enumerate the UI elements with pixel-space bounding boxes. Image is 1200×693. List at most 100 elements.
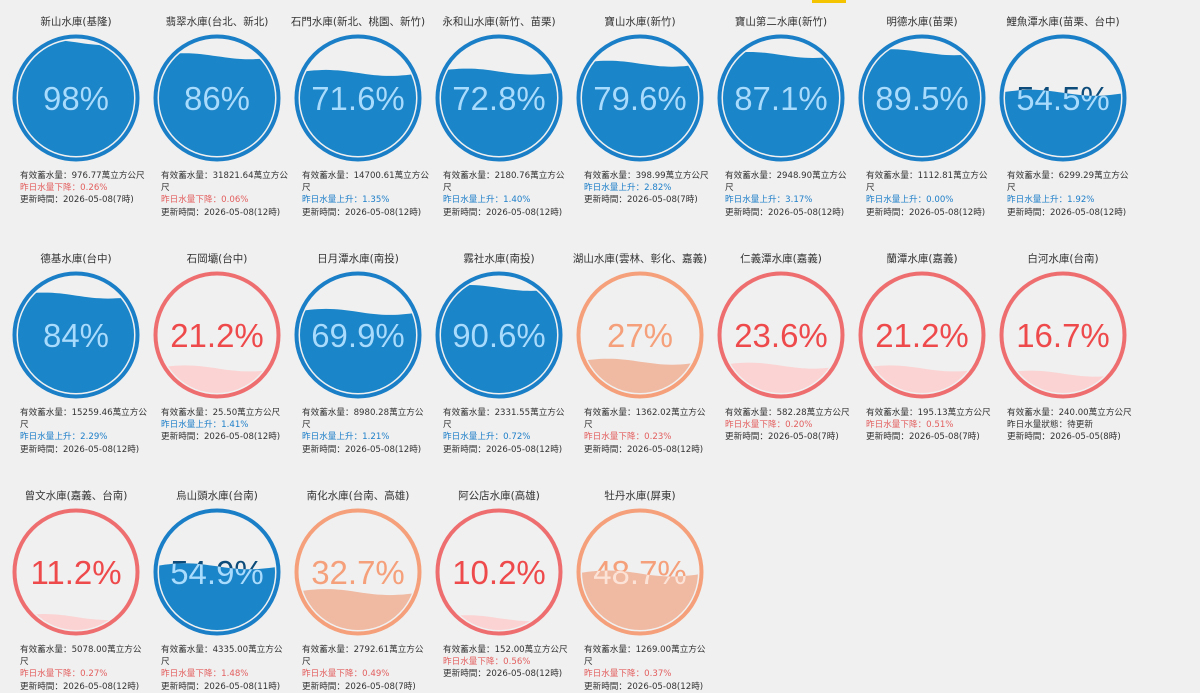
daily-change: 昨日水量上升：0.72% xyxy=(443,432,531,443)
percent-label: 11.2% xyxy=(30,554,121,591)
gauge-ring xyxy=(294,508,422,636)
water-fill xyxy=(300,308,416,393)
water-fill xyxy=(18,292,134,393)
reservoir-info: 有效蓄水量：6299.29萬立方公尺 昨日水量上升：1.92% 更新時間：2026-… xyxy=(1007,170,1135,219)
update-time: 更新時間：2026-05-08(12時) xyxy=(443,669,563,680)
update-time: 更新時間：2026-05-08(7時) xyxy=(584,195,698,206)
update-time: 更新時間：2026-05-05(8時) xyxy=(1007,432,1121,443)
reservoir-name: 翡翠水庫(台北、新北) xyxy=(165,16,269,28)
percent-label: 48.7% xyxy=(593,554,687,591)
water-level-gauge: 11.2%11.2% xyxy=(12,508,140,636)
water-fill xyxy=(864,49,980,156)
percent-label-overlay: 86% xyxy=(184,80,250,117)
effective-storage: 有效蓄水量：2792.61萬立方公尺 xyxy=(302,645,424,668)
update-time: 更新時間：2026-05-08(12時) xyxy=(302,444,422,455)
gauge-ring xyxy=(576,34,704,162)
percent-label: 54.9% xyxy=(170,554,264,591)
water-level-gauge: 86%86% xyxy=(153,34,281,162)
update-time: 更新時間：2026-05-08(7時) xyxy=(866,432,980,443)
reservoir-info: 有效蓄水量：240.00萬立方公尺 昨日水量狀態：待更新 更新時間：2026-05-… xyxy=(1007,407,1135,444)
reservoir-info: 有效蓄水量：15259.46萬立方公尺 昨日水量上升：2.29% 更新時間：2026… xyxy=(20,407,148,456)
percent-label-overlay: 98% xyxy=(43,80,109,117)
gauge-ring xyxy=(999,271,1127,399)
reservoir-info: 有效蓄水量：4335.00萬立方公尺 昨日水量下降：1.48% 更新時間：2026-… xyxy=(161,644,289,693)
water-level-gauge: 32.7%32.7% xyxy=(294,508,422,636)
effective-storage: 有效蓄水量：31821.64萬立方公尺 xyxy=(161,171,288,194)
water-fill xyxy=(723,362,839,393)
reservoir-name: 牡丹水庫(屏東) xyxy=(604,490,676,502)
percent-label: 98% xyxy=(43,80,109,117)
reservoir-name: 仁義潭水庫(嘉義) xyxy=(740,253,822,265)
reservoir-name: 石門水庫(新北、桃園、新竹) xyxy=(290,16,426,28)
percent-label: 23.6% xyxy=(734,317,828,354)
reservoir-name: 南化水庫(台南、高雄) xyxy=(306,490,410,502)
effective-storage: 有效蓄水量：15259.46萬立方公尺 xyxy=(20,408,147,431)
update-time: 更新時間：2026-05-08(11時) xyxy=(161,681,281,692)
daily-change: 昨日水量上升：2.29% xyxy=(20,432,108,443)
update-time: 更新時間：2026-05-08(12時) xyxy=(584,444,704,455)
gauge-ring xyxy=(153,271,281,399)
daily-change: 昨日水量上升：1.41% xyxy=(161,420,249,431)
water-fill xyxy=(159,563,275,630)
water-level-gauge: 89.5%89.5% xyxy=(858,34,986,162)
reservoir-name: 鯉魚潭水庫(苗栗、台中) xyxy=(1006,16,1120,28)
water-level-gauge: 69.9%69.9% xyxy=(294,271,422,399)
daily-change: 昨日水量上升：1.40% xyxy=(443,195,531,206)
daily-change: 昨日水量下降：0.49% xyxy=(302,669,390,680)
update-time: 更新時間：2026-05-08(12時) xyxy=(866,207,986,218)
percent-label: 72.8% xyxy=(452,80,546,117)
gauge-ring xyxy=(435,271,563,399)
reservoir-name: 德基水庫(台中) xyxy=(40,253,112,265)
water-level-gauge: 90.6%90.6% xyxy=(435,271,563,399)
reservoir-name: 日月潭水庫(南投) xyxy=(317,253,399,265)
update-time: 更新時間：2026-05-08(12時) xyxy=(725,207,845,218)
reservoir-info: 有效蓄水量：2331.55萬立方公尺 昨日水量上升：0.72% 更新時間：2026-… xyxy=(443,407,571,456)
daily-change: 昨日水量下降：0.23% xyxy=(584,432,672,443)
gauge-ring xyxy=(435,508,563,636)
daily-change: 昨日水量上升：3.17% xyxy=(725,195,813,206)
water-level-gauge: 23.6%23.6% xyxy=(717,271,845,399)
percent-label: 90.6% xyxy=(452,317,546,354)
effective-storage: 有效蓄水量：152.00萬立方公尺 xyxy=(443,645,568,655)
reservoir-name: 新山水庫(基隆) xyxy=(40,16,112,28)
reservoir-info: 有效蓄水量：1362.02萬立方公尺 昨日水量下降：0.23% 更新時間：2026-… xyxy=(584,407,712,456)
percent-label: 79.6% xyxy=(593,80,687,117)
gauge-ring xyxy=(858,34,986,162)
reservoir-name: 霧社水庫(南投) xyxy=(463,253,535,265)
reservoir-name: 寶山水庫(新竹) xyxy=(604,16,676,28)
water-fill xyxy=(1005,89,1121,156)
effective-storage: 有效蓄水量：1112.81萬立方公尺 xyxy=(866,171,988,194)
reservoir-info: 有效蓄水量：8980.28萬立方公尺 昨日水量上升：1.21% 更新時間：2026-… xyxy=(302,407,430,456)
daily-change: 昨日水量上升：0.00% xyxy=(866,195,954,206)
effective-storage: 有效蓄水量：6299.29萬立方公尺 xyxy=(1007,171,1129,194)
water-level-gauge: 54.5%54.5% xyxy=(999,34,1127,162)
water-level-gauge: 27%27% xyxy=(576,271,704,399)
reservoir-info: 有效蓄水量：5078.00萬立方公尺 昨日水量下降：0.27% 更新時間：2026-… xyxy=(20,644,148,693)
reservoir-info: 有效蓄水量：976.77萬立方公尺 昨日水量下降：0.26% 更新時間：2026-0… xyxy=(20,170,148,207)
water-fill xyxy=(723,52,839,156)
effective-storage: 有效蓄水量：14700.61萬立方公尺 xyxy=(302,171,429,194)
daily-change: 昨日水量下降：0.37% xyxy=(584,669,672,680)
daily-change: 昨日水量下降：0.26% xyxy=(20,183,108,194)
percent-label: 71.6% xyxy=(311,80,405,117)
percent-label: 69.9% xyxy=(311,317,405,354)
percent-label-overlay: 72.8% xyxy=(452,80,546,117)
percent-label: 84% xyxy=(43,317,109,354)
effective-storage: 有效蓄水量：4335.00萬立方公尺 xyxy=(161,645,283,668)
update-time: 更新時間：2026-05-08(12時) xyxy=(20,681,140,692)
update-time: 更新時間：2026-05-08(7時) xyxy=(725,432,839,443)
gauge-ring xyxy=(435,34,563,162)
update-time: 更新時間：2026-05-08(12時) xyxy=(443,207,563,218)
reservoir-info: 有效蓄水量：1269.00萬立方公尺 昨日水量下降：0.37% 更新時間：2026-… xyxy=(584,644,712,693)
reservoir-info: 有效蓄水量：25.50萬立方公尺 昨日水量上升：1.41% 更新時間：2026-05… xyxy=(161,407,289,444)
percent-label: 16.7% xyxy=(1016,317,1110,354)
percent-label: 89.5% xyxy=(875,80,969,117)
daily-change: 昨日水量上升：1.35% xyxy=(302,195,390,206)
percent-label-overlay: 71.6% xyxy=(311,80,405,117)
water-fill xyxy=(300,69,416,156)
percent-label-overlay: 79.6% xyxy=(593,80,687,117)
gauge-ring xyxy=(999,34,1127,162)
water-level-gauge: 87.1%87.1% xyxy=(717,34,845,162)
reservoir-name: 蘭潭水庫(嘉義) xyxy=(886,253,958,265)
reservoir-name: 阿公店水庫(高雄) xyxy=(458,490,540,502)
